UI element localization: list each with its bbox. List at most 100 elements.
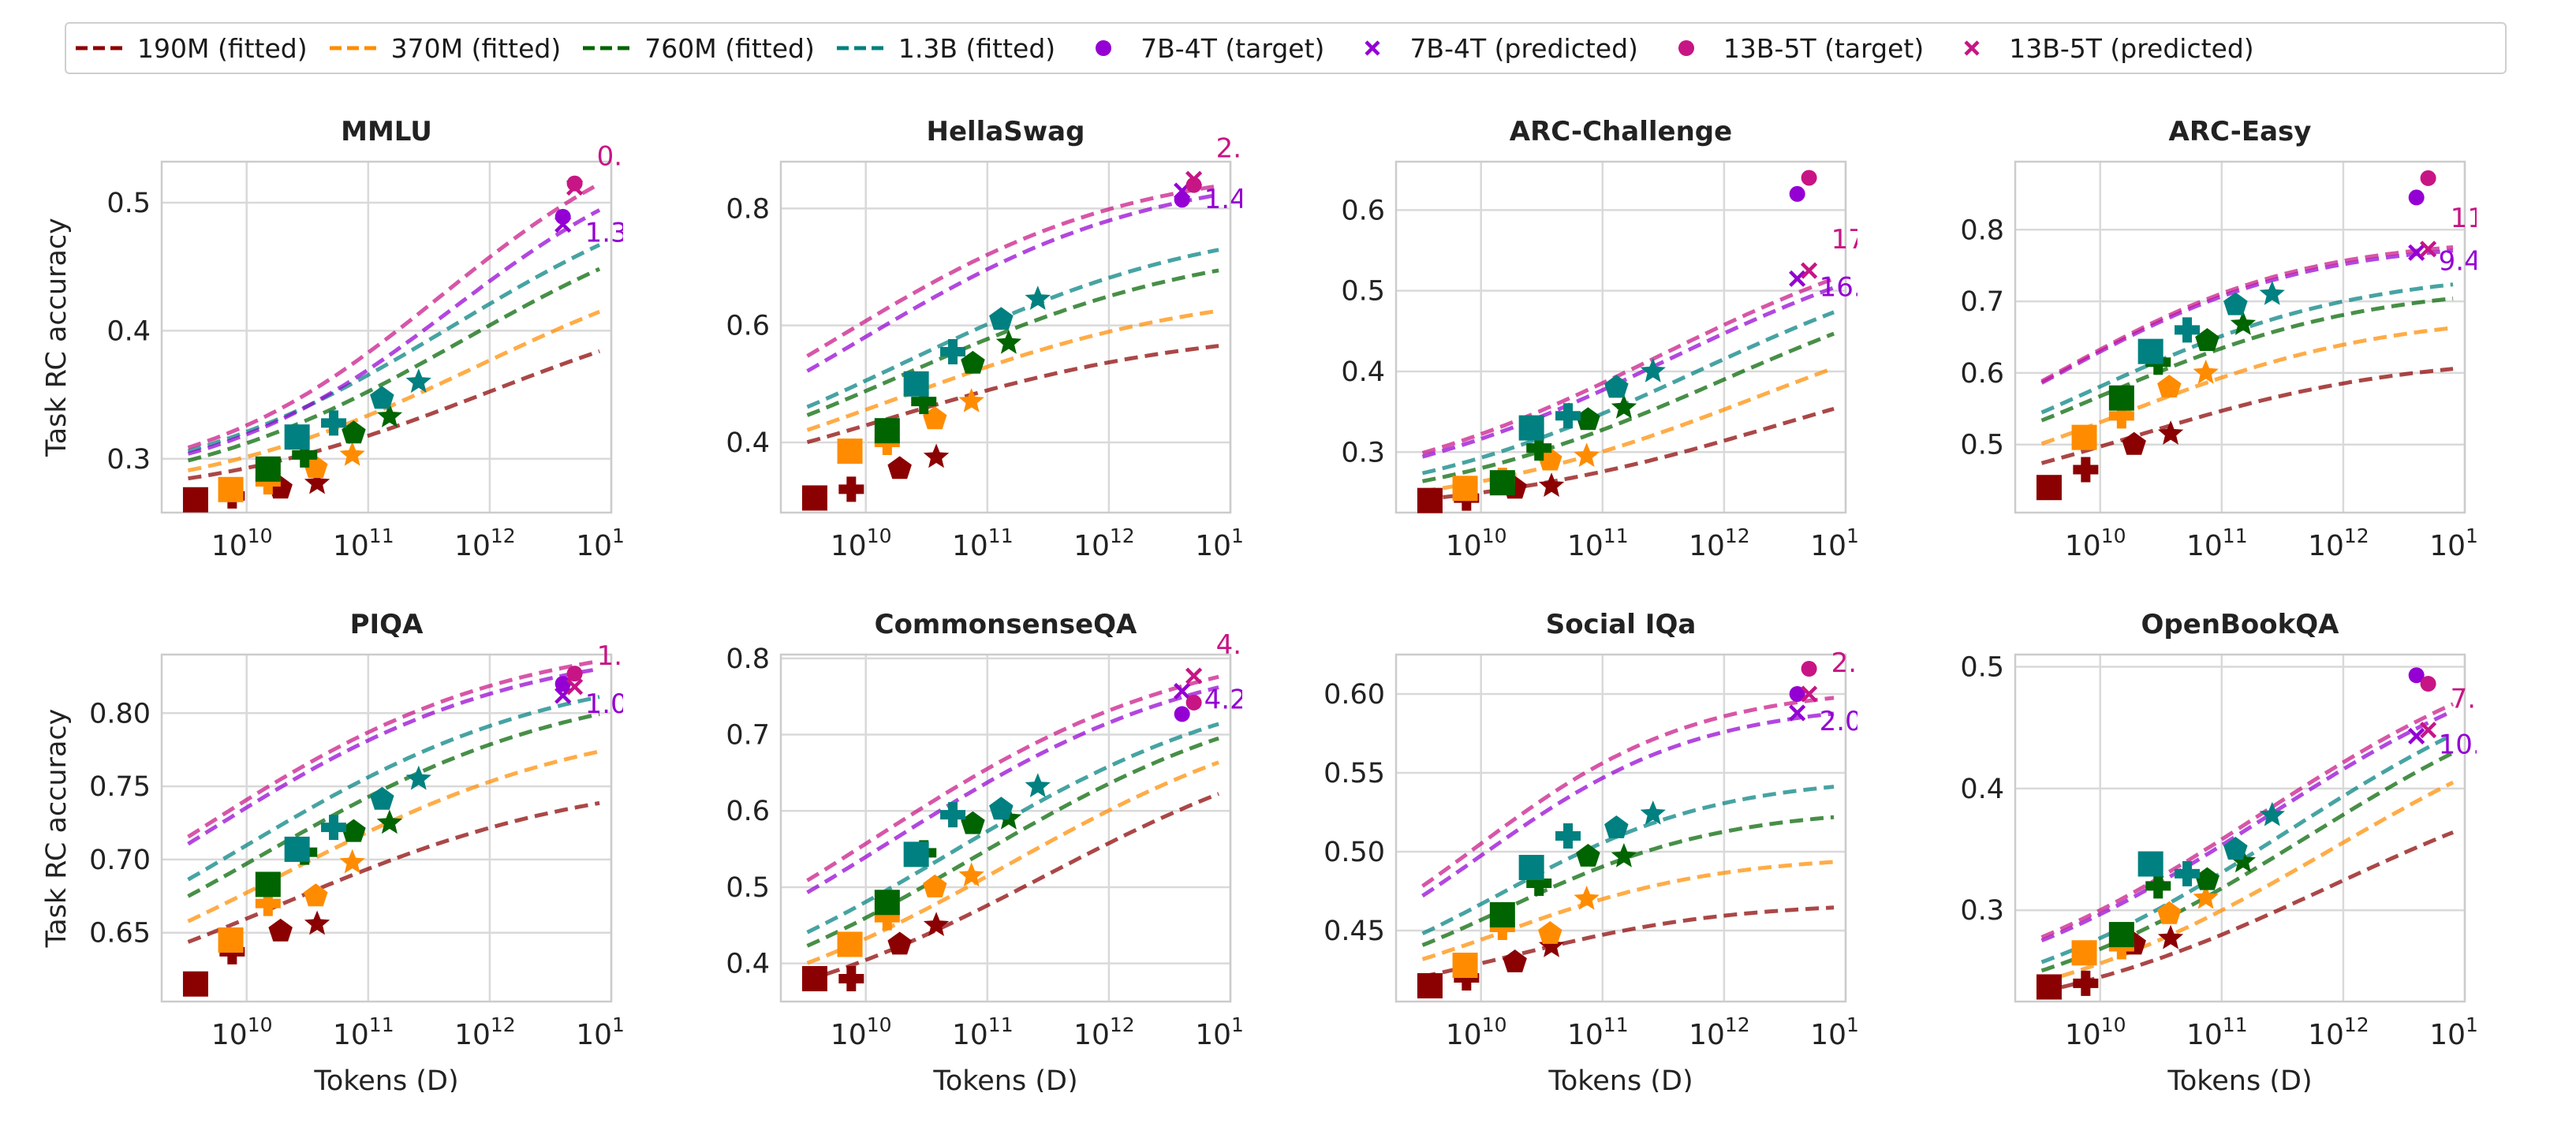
data-point	[1640, 358, 1666, 382]
data-point	[1574, 886, 1600, 910]
predicted-x	[1185, 667, 1203, 685]
data-point	[940, 802, 966, 828]
legend-label: 370M (fitted)	[390, 32, 562, 64]
data-point	[874, 905, 900, 931]
data-point	[923, 443, 950, 468]
chart-title: ARC-Challenge	[1510, 116, 1732, 147]
data-point	[2193, 359, 2219, 384]
predicted-x	[566, 178, 584, 196]
x-tick-label: 1013	[576, 1013, 623, 1051]
target-dot	[566, 666, 583, 682]
fitted-curve-7B	[806, 192, 1219, 373]
x-tick-label: 1010	[831, 1013, 892, 1051]
fitted-curve-190M	[1422, 406, 1835, 502]
predicted-x	[1185, 170, 1203, 188]
data-point	[2230, 848, 2257, 873]
data-point	[838, 965, 864, 991]
data-point	[2175, 860, 2201, 886]
data-point	[268, 918, 293, 942]
fitted-curve-1.3B	[2040, 733, 2455, 964]
predicted-x	[2420, 722, 2437, 739]
data-point	[2195, 867, 2219, 890]
fitted-curve-7B	[187, 208, 601, 456]
chart-title: PIQA	[350, 609, 424, 640]
fitted-curve-7B	[2040, 709, 2455, 942]
x-axis-label: Tokens (D)	[2167, 1065, 2312, 1092]
y-tick-label: 0.4	[1960, 774, 2004, 805]
data-point	[1526, 871, 1552, 896]
fitted-curve-190M	[2040, 367, 2454, 465]
data-point	[2036, 974, 2062, 1000]
chart-panel: 1010 1011 1012 1013 0.4 0.6 0.8 HellaSwag 2.5% 1.…	[726, 116, 1242, 562]
y-tick-label: 0.6	[1341, 195, 1385, 226]
legend-item: 760M (fitted)	[581, 33, 815, 64]
error-label: 9.4%	[2439, 245, 2477, 277]
data-point	[342, 819, 366, 842]
chart-title: HellaSwag	[927, 116, 1085, 147]
data-point	[2108, 403, 2134, 429]
data-point	[1025, 285, 1051, 310]
data-point	[2145, 873, 2171, 899]
y-tick-label: 0.75	[89, 771, 151, 803]
legend-swatch	[329, 46, 380, 50]
data-points	[1417, 358, 1666, 513]
data-point	[887, 456, 912, 479]
y-tick-label: 0.5	[1960, 430, 2004, 461]
data-point	[1452, 476, 1478, 502]
x-tick-label: 1011	[1567, 524, 1629, 562]
chart-title: CommonsenseQA	[875, 609, 1137, 640]
legend-item: 190M (fitted)	[74, 33, 308, 64]
target-points	[554, 175, 584, 233]
fitted-curve-370M	[806, 760, 1219, 965]
y-tick-label: 0.7	[1960, 286, 2004, 318]
error-label: 16.9%	[1820, 271, 1857, 303]
grid	[162, 162, 613, 513]
predicted-x	[2408, 244, 2425, 261]
target-dot	[1789, 185, 1805, 202]
data-point	[304, 883, 328, 907]
data-point	[182, 971, 208, 997]
data-point	[961, 811, 985, 834]
fitted-curve-7B	[2040, 248, 2454, 385]
y-tick-label: 0.6	[1960, 358, 2004, 390]
predicted-x	[566, 678, 584, 696]
chart-panel: 1010 1011 1012 1013 0.3 0.4 0.5 0.6 ARC-Challeng…	[1341, 116, 1857, 562]
predicted-x	[1789, 704, 1806, 722]
data-point	[1611, 394, 1637, 419]
data-point	[801, 485, 827, 511]
data-point	[292, 442, 318, 468]
error-label: 7.8%	[2451, 684, 2477, 715]
y-tick-label: 0.8	[1960, 215, 2004, 246]
fitted-curve-7B	[806, 685, 1219, 894]
x-tick-label: 1011	[333, 1013, 394, 1051]
legend-swatch	[1678, 40, 1694, 56]
data-point	[2036, 475, 2062, 501]
data-points	[182, 368, 431, 513]
data-point	[1611, 843, 1637, 867]
data-point	[923, 874, 947, 897]
predicted-x	[1801, 685, 1818, 703]
data-point	[370, 786, 394, 810]
legend-label: 1.3B (fitted)	[898, 32, 1056, 64]
data-point	[2108, 385, 2134, 411]
fitted-curve-13B	[2040, 702, 2455, 939]
target-dot	[1801, 170, 1817, 186]
x-tick-label: 1012	[1689, 1013, 1750, 1051]
fitted-curve-7B	[187, 666, 600, 846]
legend-swatch	[1964, 40, 1980, 56]
data-point	[1503, 950, 1527, 972]
y-tick-label: 0.8	[726, 193, 770, 225]
fitted-curves	[1421, 277, 1835, 502]
chart-title: ARC-Easy	[2169, 116, 2312, 147]
error-label: 1.0%	[585, 688, 623, 720]
x-tick-label: 1012	[1073, 524, 1135, 562]
y-tick-label: 0.70	[89, 845, 151, 876]
data-points	[2036, 801, 2285, 1000]
data-point	[218, 476, 244, 502]
data-point	[989, 307, 1014, 330]
data-point	[376, 809, 403, 834]
error-label: 2.0%	[1820, 706, 1857, 737]
chart-title: MMLU	[341, 116, 432, 147]
data-point	[342, 420, 366, 444]
